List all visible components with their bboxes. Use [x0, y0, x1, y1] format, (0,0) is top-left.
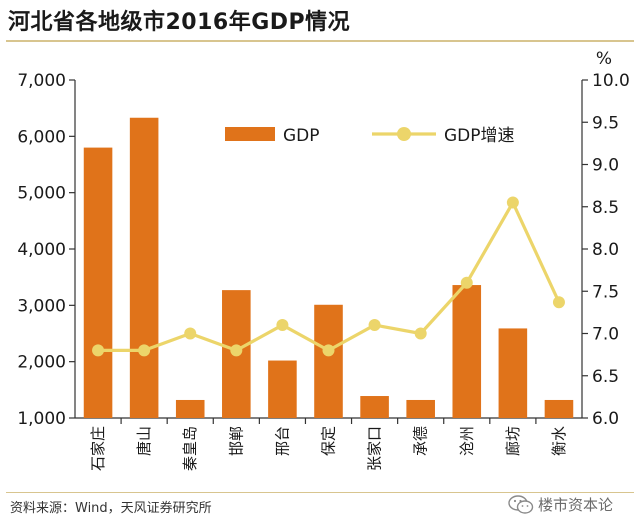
right-tick-label: 6.0	[592, 409, 619, 429]
footer-divider	[6, 492, 634, 493]
category-label: 衡水	[550, 426, 568, 456]
gdp-growth-point	[276, 319, 289, 332]
left-tick-label: 1,000	[17, 409, 66, 429]
gdp-bar	[314, 304, 343, 418]
gdp-growth-point	[460, 276, 473, 289]
gdp-bar	[406, 399, 435, 418]
legend-label-growth: GDP增速	[444, 126, 515, 146]
gdp-growth-point	[184, 327, 197, 340]
gdp-growth-point	[414, 327, 427, 340]
category-label: 沧州	[458, 426, 476, 456]
source-note: 资料来源：Wind，天风证券研究所	[10, 501, 212, 516]
right-tick-label: 8.0	[592, 240, 619, 260]
right-tick-label: 10.0	[592, 71, 630, 91]
right-tick-label: 8.5	[592, 198, 619, 218]
right-tick-label: 9.0	[592, 156, 619, 176]
gdp-bar	[452, 285, 482, 418]
legend-swatch-gdp	[225, 127, 275, 141]
left-tick-label: 6,000	[17, 127, 66, 147]
right-tick-label: 7.0	[592, 325, 619, 345]
gdp-growth-point	[368, 319, 381, 332]
gdp-growth-point	[322, 344, 335, 357]
legend-label-gdp: GDP	[283, 126, 320, 146]
category-label: 张家口	[366, 426, 384, 471]
category-label: 石家庄	[89, 426, 107, 471]
gdp-growth-point	[92, 344, 105, 357]
category-label: 保定	[320, 426, 338, 456]
right-axis-unit: %	[596, 49, 612, 69]
left-tick-label: 7,000	[17, 71, 66, 91]
gdp-bar	[360, 396, 389, 418]
left-tick-label: 4,000	[17, 240, 66, 260]
gdp-bar	[268, 360, 297, 418]
left-tick-label: 3,000	[17, 296, 66, 316]
left-tick-label: 2,000	[17, 353, 66, 373]
category-label: 唐山	[135, 426, 153, 456]
watermark-text: 楼市资本论	[538, 496, 614, 514]
right-tick-label: 9.5	[592, 113, 619, 133]
gdp-growth-point	[138, 344, 151, 357]
category-label: 秦皇岛	[181, 426, 199, 471]
gdp-bar	[498, 328, 528, 418]
category-label: 邢台	[273, 426, 291, 456]
wechat-icon	[508, 494, 534, 514]
title-divider	[6, 40, 634, 42]
chart-title: 河北省各地级市2016年GDP情况	[8, 10, 351, 35]
category-label: 承德	[412, 426, 430, 456]
gdp-bar	[544, 399, 574, 418]
left-tick-label: 5,000	[17, 184, 66, 204]
category-label: 邯郸	[227, 426, 245, 456]
gdp-bar	[129, 117, 159, 418]
gdp-growth-point	[552, 296, 565, 309]
gdp-bar	[83, 147, 113, 418]
gdp-growth-point	[506, 196, 519, 209]
watermark: 楼市资本论	[508, 494, 613, 515]
gdp-bar	[175, 399, 205, 418]
right-tick-label: 6.5	[592, 367, 619, 387]
category-label: 廊坊	[504, 426, 522, 456]
gdp-growth-point	[230, 344, 243, 357]
legend-swatch-growth-marker	[397, 127, 411, 141]
right-tick-label: 7.5	[592, 282, 619, 302]
